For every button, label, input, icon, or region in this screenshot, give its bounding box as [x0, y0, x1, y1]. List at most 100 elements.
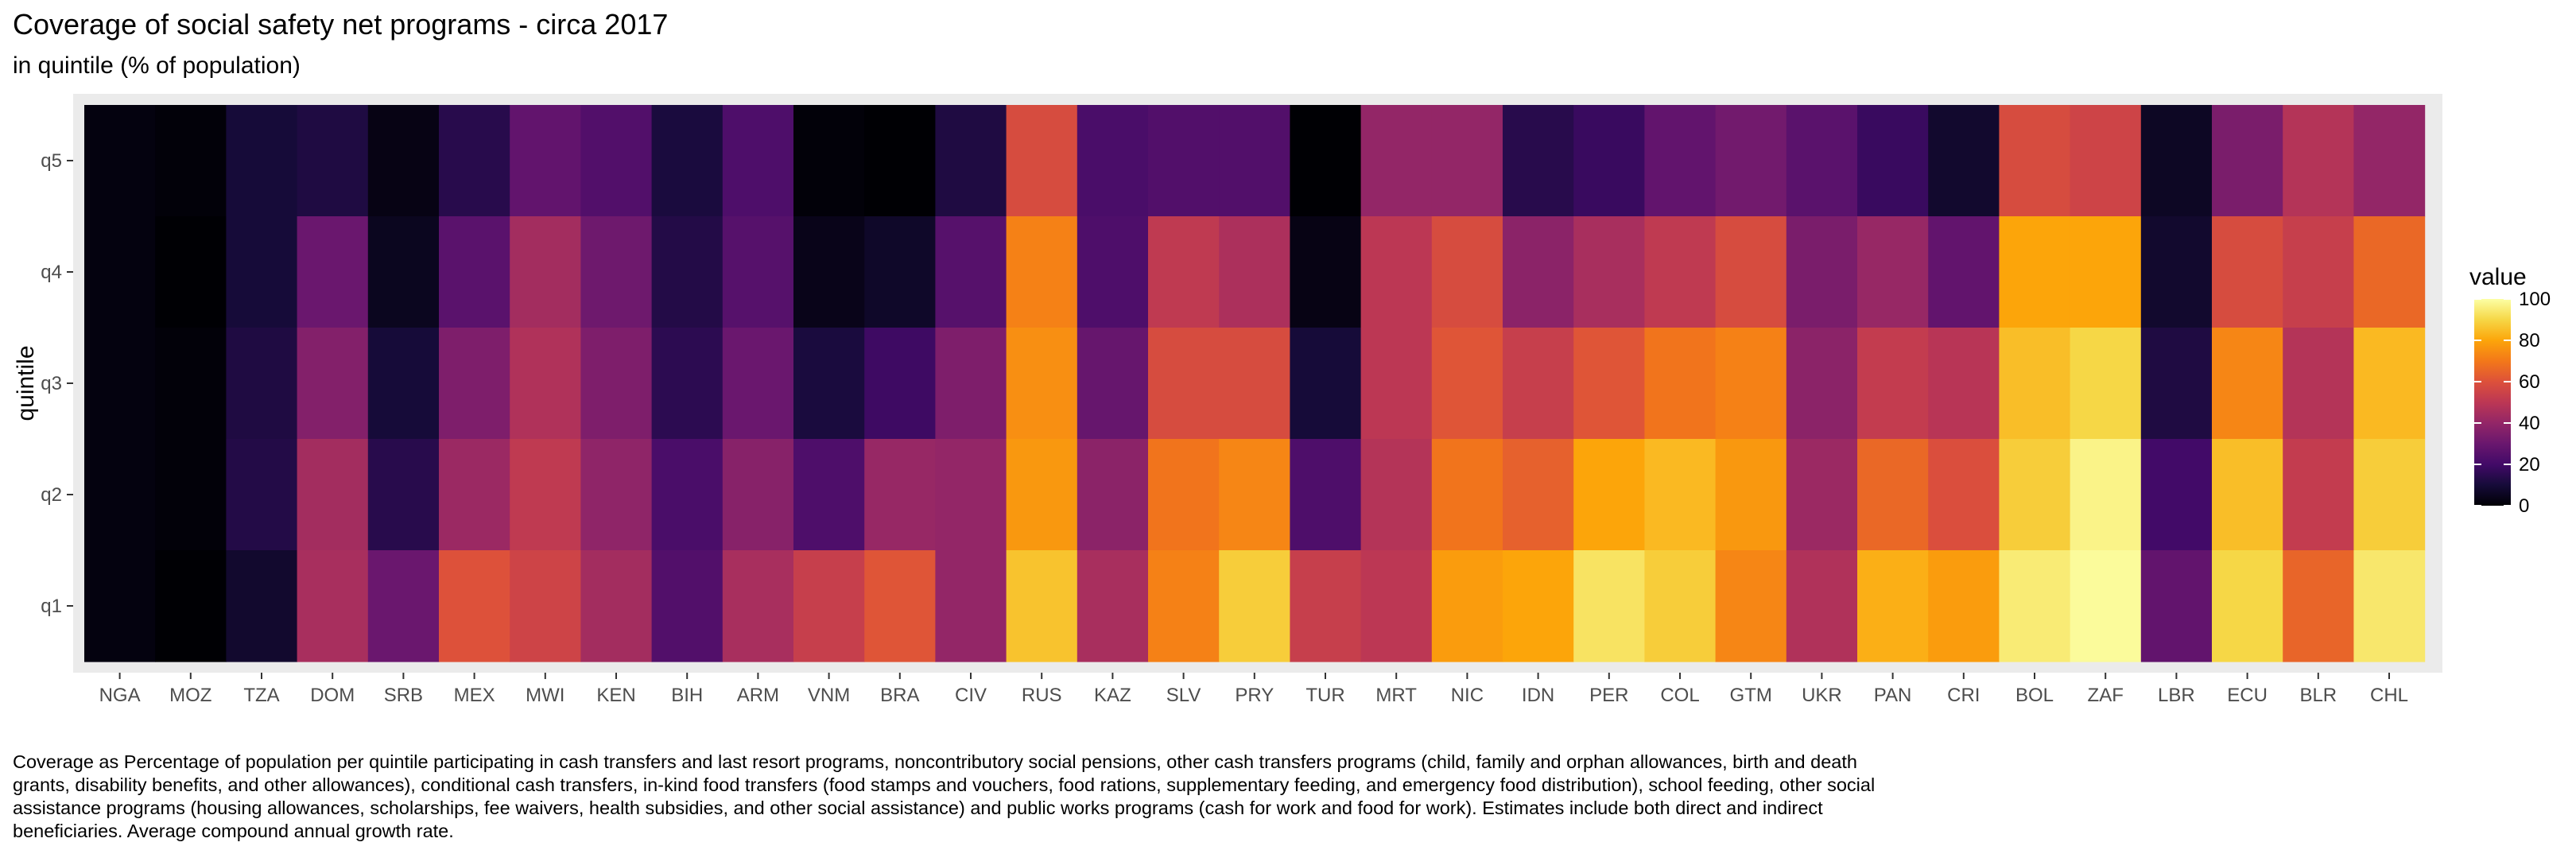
- cell-ecu-q1: [2212, 550, 2283, 662]
- cell-moz-q3: [155, 328, 227, 440]
- cell-chl-q4: [2353, 216, 2426, 328]
- cell-zaf-q1: [2070, 550, 2142, 662]
- cell-nic-q4: [1431, 216, 1503, 328]
- y-tick-label-q3: q3: [41, 373, 62, 394]
- cell-nic-q5: [1431, 105, 1503, 217]
- cell-slv-q5: [1148, 105, 1220, 217]
- x-tick-label-mex: MEX: [454, 685, 495, 706]
- legend-title: value: [2469, 264, 2527, 290]
- cell-col-q2: [1644, 439, 1717, 551]
- cell-mwi-q3: [510, 328, 581, 440]
- cell-gtm-q1: [1715, 550, 1787, 662]
- cell-tur-q4: [1290, 216, 1362, 328]
- cell-cri-q2: [1928, 439, 2000, 551]
- x-tick-label-civ: CIV: [955, 685, 987, 706]
- cell-mrt-q2: [1360, 439, 1433, 551]
- cell-bih-q3: [651, 328, 724, 440]
- cell-idn-q2: [1503, 439, 1574, 551]
- cell-zaf-q3: [2070, 328, 2142, 440]
- cell-col-q5: [1644, 105, 1717, 217]
- cell-vnm-q3: [793, 328, 865, 440]
- cell-pan-q1: [1857, 550, 1929, 662]
- cell-slv-q2: [1148, 439, 1220, 551]
- cell-bol-q4: [1999, 216, 2071, 328]
- cell-slv-q1: [1148, 550, 1220, 662]
- x-tick-label-kaz: KAZ: [1094, 685, 1131, 706]
- x-tick-label-slv: SLV: [1166, 685, 1201, 706]
- x-tick-label-ukr: UKR: [1802, 685, 1842, 706]
- legend-tick-label-20: 20: [2519, 454, 2540, 475]
- cell-gtm-q3: [1715, 328, 1787, 440]
- cell-mex-q3: [439, 328, 510, 440]
- x-tick-label-srb: SRB: [384, 685, 423, 706]
- cell-gtm-q5: [1715, 105, 1787, 217]
- cell-col-q1: [1644, 550, 1717, 662]
- cell-kaz-q1: [1077, 550, 1149, 662]
- cell-mex-q1: [439, 550, 510, 662]
- cell-mex-q5: [439, 105, 510, 217]
- cell-ecu-q4: [2212, 216, 2283, 328]
- x-tick-label-gtm: GTM: [1730, 685, 1772, 706]
- color-legend: value 0 20 40 60 80 100: [2469, 264, 2551, 517]
- x-tick-label-tza: TZA: [243, 685, 279, 706]
- legend-tick-label-60: 60: [2519, 371, 2540, 393]
- cell-bih-q4: [651, 216, 724, 328]
- cell-mrt-q5: [1360, 105, 1433, 217]
- cell-bol-q5: [1999, 105, 2071, 217]
- cell-bih-q1: [651, 550, 724, 662]
- cell-idn-q5: [1503, 105, 1574, 217]
- cell-per-q2: [1573, 439, 1645, 551]
- cell-bra-q3: [864, 328, 936, 440]
- cell-col-q4: [1644, 216, 1717, 328]
- cell-tza-q5: [226, 105, 298, 217]
- cell-tza-q4: [226, 216, 298, 328]
- cell-tur-q5: [1290, 105, 1362, 217]
- cell-chl-q2: [2353, 439, 2426, 551]
- cell-cri-q4: [1928, 216, 2000, 328]
- cell-slv-q4: [1148, 216, 1220, 328]
- x-tick-label-nga: NGA: [99, 685, 141, 706]
- cell-tur-q1: [1290, 550, 1362, 662]
- cell-cri-q1: [1928, 550, 2000, 662]
- cell-srb-q1: [367, 550, 440, 662]
- cell-lbr-q1: [2140, 550, 2213, 662]
- cell-arm-q3: [722, 328, 794, 440]
- cell-ecu-q5: [2212, 105, 2283, 217]
- cell-srb-q3: [367, 328, 440, 440]
- cell-pan-q5: [1857, 105, 1929, 217]
- y-tick-label-q2: q2: [41, 484, 62, 506]
- y-tick-label-q1: q1: [41, 596, 62, 617]
- cell-blr-q5: [2283, 105, 2354, 217]
- cell-nga-q2: [84, 439, 156, 551]
- cell-lbr-q3: [2140, 328, 2213, 440]
- cell-bol-q2: [1999, 439, 2071, 551]
- cell-ecu-q3: [2212, 328, 2283, 440]
- cell-ukr-q5: [1786, 105, 1858, 217]
- cell-slv-q3: [1148, 328, 1220, 440]
- cell-nga-q3: [84, 328, 156, 440]
- x-tick-label-bih: BIH: [671, 685, 703, 706]
- cell-bih-q5: [651, 105, 724, 217]
- cell-ukr-q4: [1786, 216, 1858, 328]
- cell-blr-q1: [2283, 550, 2354, 662]
- cell-blr-q2: [2283, 439, 2354, 551]
- cell-moz-q1: [155, 550, 227, 662]
- cell-bra-q5: [864, 105, 936, 217]
- cell-tza-q3: [226, 328, 298, 440]
- legend-tick-label-40: 40: [2519, 413, 2540, 434]
- cell-moz-q4: [155, 216, 227, 328]
- cell-lbr-q4: [2140, 216, 2213, 328]
- cell-chl-q1: [2353, 550, 2426, 662]
- cell-civ-q4: [935, 216, 1007, 328]
- cell-kaz-q4: [1077, 216, 1149, 328]
- cell-gtm-q4: [1715, 216, 1787, 328]
- cell-zaf-q5: [2070, 105, 2142, 217]
- cell-ukr-q2: [1786, 439, 1858, 551]
- cell-arm-q4: [722, 216, 794, 328]
- cell-kaz-q5: [1077, 105, 1149, 217]
- cell-idn-q1: [1503, 550, 1574, 662]
- cell-ecu-q2: [2212, 439, 2283, 551]
- x-tick-label-tur: TUR: [1305, 685, 1344, 706]
- y-tick-label-q4: q4: [41, 262, 62, 283]
- cell-civ-q2: [935, 439, 1007, 551]
